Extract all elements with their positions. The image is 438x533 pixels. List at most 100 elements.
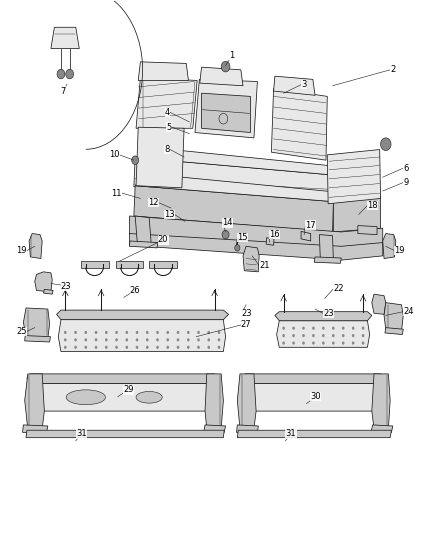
Circle shape (342, 342, 345, 345)
Polygon shape (57, 310, 229, 320)
Polygon shape (149, 261, 177, 268)
Text: 16: 16 (269, 230, 280, 239)
Circle shape (74, 331, 77, 334)
Text: 20: 20 (158, 236, 168, 245)
Polygon shape (201, 93, 251, 133)
Circle shape (166, 346, 169, 349)
Polygon shape (138, 62, 188, 80)
Circle shape (85, 331, 87, 334)
Polygon shape (136, 127, 184, 188)
Text: 6: 6 (403, 164, 409, 173)
Polygon shape (28, 383, 217, 411)
Polygon shape (314, 257, 341, 263)
Circle shape (208, 346, 210, 349)
Circle shape (115, 346, 118, 349)
Text: 7: 7 (60, 86, 65, 95)
Polygon shape (385, 328, 403, 335)
Circle shape (64, 338, 67, 342)
Circle shape (342, 327, 345, 330)
Polygon shape (116, 261, 144, 268)
Circle shape (292, 327, 295, 330)
Polygon shape (134, 151, 381, 175)
Polygon shape (35, 272, 52, 292)
Circle shape (166, 338, 169, 342)
Text: 15: 15 (237, 233, 248, 242)
Circle shape (64, 331, 67, 334)
Circle shape (95, 331, 97, 334)
Circle shape (342, 334, 345, 337)
Polygon shape (43, 289, 53, 294)
Circle shape (95, 338, 97, 342)
Text: 22: 22 (333, 284, 344, 293)
Circle shape (208, 338, 210, 342)
Circle shape (85, 338, 87, 342)
Polygon shape (200, 67, 243, 86)
Polygon shape (130, 233, 383, 260)
Polygon shape (204, 425, 226, 432)
Polygon shape (319, 235, 333, 260)
Polygon shape (358, 225, 377, 235)
Circle shape (218, 331, 220, 334)
Polygon shape (136, 78, 197, 128)
Text: 2: 2 (390, 66, 396, 74)
Circle shape (312, 334, 315, 337)
Text: 14: 14 (223, 219, 233, 228)
Polygon shape (81, 261, 109, 268)
Circle shape (115, 331, 118, 334)
Circle shape (146, 331, 148, 334)
Circle shape (125, 346, 128, 349)
Circle shape (292, 342, 295, 345)
Polygon shape (58, 320, 226, 352)
Circle shape (66, 69, 74, 79)
Circle shape (235, 245, 240, 251)
Text: 31: 31 (76, 430, 87, 439)
Polygon shape (301, 231, 311, 241)
Text: 29: 29 (123, 385, 134, 394)
Circle shape (132, 156, 139, 165)
Polygon shape (237, 425, 258, 432)
Circle shape (125, 338, 128, 342)
Text: 8: 8 (165, 145, 170, 154)
Circle shape (218, 338, 220, 342)
Circle shape (362, 327, 364, 330)
Circle shape (146, 346, 148, 349)
Circle shape (197, 331, 200, 334)
Circle shape (197, 346, 200, 349)
Polygon shape (277, 321, 370, 348)
Polygon shape (51, 27, 79, 49)
Circle shape (125, 331, 128, 334)
Circle shape (332, 342, 335, 345)
Polygon shape (237, 430, 392, 438)
Circle shape (218, 346, 220, 349)
Polygon shape (372, 294, 386, 314)
Circle shape (221, 61, 230, 72)
Text: 1: 1 (230, 51, 235, 60)
Circle shape (352, 334, 354, 337)
Polygon shape (327, 150, 381, 204)
Circle shape (74, 338, 77, 342)
Circle shape (187, 346, 190, 349)
Text: 23: 23 (242, 309, 252, 318)
Polygon shape (384, 303, 403, 332)
Circle shape (302, 334, 305, 337)
Circle shape (105, 331, 108, 334)
Polygon shape (242, 374, 384, 383)
Polygon shape (383, 233, 396, 259)
Circle shape (362, 334, 364, 337)
Polygon shape (243, 246, 259, 272)
Circle shape (105, 346, 108, 349)
Circle shape (177, 331, 179, 334)
Text: 13: 13 (164, 210, 174, 219)
Polygon shape (237, 374, 256, 429)
Circle shape (136, 338, 138, 342)
Circle shape (64, 346, 67, 349)
Polygon shape (29, 233, 42, 259)
Circle shape (136, 331, 138, 334)
Polygon shape (371, 425, 393, 432)
Circle shape (156, 338, 159, 342)
Circle shape (146, 338, 148, 342)
Circle shape (105, 338, 108, 342)
Polygon shape (134, 158, 333, 203)
Circle shape (283, 334, 285, 337)
Circle shape (57, 69, 65, 79)
